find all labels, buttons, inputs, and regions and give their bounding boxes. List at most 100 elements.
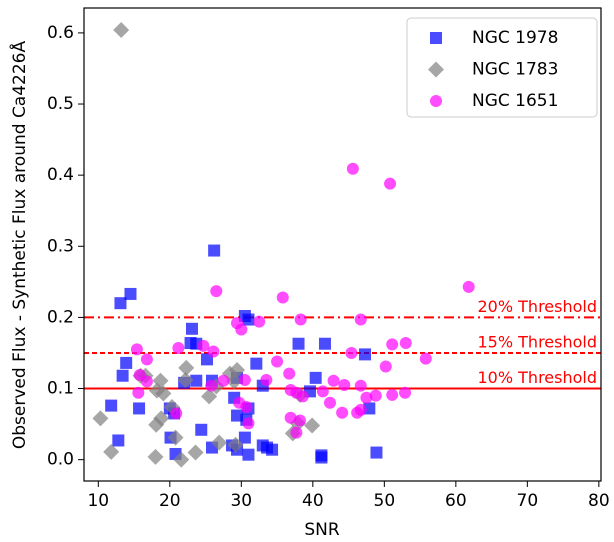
point bbox=[296, 390, 309, 403]
point bbox=[152, 372, 169, 389]
point bbox=[338, 378, 351, 391]
point bbox=[242, 417, 255, 430]
legend-marker bbox=[430, 32, 442, 44]
point bbox=[140, 375, 153, 388]
x-tick-label: 60 bbox=[445, 491, 467, 511]
point bbox=[318, 337, 331, 350]
x-tick-label: 40 bbox=[302, 491, 324, 511]
point bbox=[105, 399, 118, 412]
point bbox=[345, 346, 358, 359]
legend-box bbox=[406, 17, 598, 118]
point bbox=[208, 244, 221, 257]
point bbox=[103, 443, 120, 460]
point bbox=[92, 410, 109, 427]
point bbox=[201, 388, 218, 405]
point bbox=[379, 360, 392, 373]
x-tick-label: 20 bbox=[159, 491, 181, 511]
legend-label: NGC 1978 bbox=[472, 28, 558, 48]
point bbox=[173, 451, 190, 468]
point bbox=[140, 353, 153, 366]
point bbox=[266, 443, 279, 456]
point bbox=[238, 431, 251, 444]
point bbox=[359, 348, 372, 361]
point bbox=[293, 414, 306, 427]
point bbox=[210, 285, 223, 298]
point bbox=[185, 322, 198, 335]
x-tick-label: 10 bbox=[87, 491, 109, 511]
threshold-label: 15% Threshold bbox=[478, 332, 598, 351]
y-axis-label: Observed Flux - Synthetic Flux around Ca… bbox=[8, 41, 30, 450]
point bbox=[229, 362, 246, 379]
x-tick-label: 30 bbox=[230, 491, 252, 511]
point bbox=[292, 337, 305, 350]
point bbox=[370, 446, 383, 459]
point bbox=[178, 359, 195, 376]
point bbox=[399, 386, 412, 399]
point bbox=[133, 402, 146, 415]
y-tick-label: 0.2 bbox=[47, 307, 74, 327]
y-tick-label: 0.5 bbox=[47, 94, 74, 114]
point bbox=[147, 448, 164, 465]
point bbox=[187, 444, 204, 461]
y-tick-label: 0.6 bbox=[47, 23, 74, 43]
y-tick-label: 0.0 bbox=[47, 450, 74, 470]
point bbox=[323, 396, 336, 409]
point bbox=[369, 389, 382, 402]
point bbox=[462, 280, 475, 293]
point bbox=[116, 369, 129, 382]
point bbox=[290, 426, 303, 439]
plot-frame bbox=[83, 7, 602, 482]
point bbox=[155, 385, 172, 402]
point bbox=[114, 297, 127, 310]
point bbox=[124, 287, 137, 300]
point bbox=[336, 406, 349, 419]
point bbox=[315, 451, 328, 464]
threshold-label: 20% Threshold bbox=[478, 297, 598, 316]
point bbox=[227, 436, 244, 453]
point bbox=[384, 177, 397, 190]
point bbox=[113, 22, 130, 39]
legend-marker bbox=[428, 61, 444, 78]
x-tick-label: 80 bbox=[588, 491, 610, 511]
point bbox=[226, 373, 243, 390]
point bbox=[351, 406, 364, 419]
point bbox=[271, 355, 284, 368]
point bbox=[217, 374, 230, 387]
point bbox=[197, 339, 210, 352]
point bbox=[231, 409, 244, 422]
point bbox=[167, 429, 184, 446]
point bbox=[386, 388, 399, 401]
point bbox=[207, 345, 220, 358]
y-tick-label: 0.3 bbox=[47, 236, 74, 256]
point bbox=[242, 313, 255, 326]
point bbox=[195, 423, 208, 436]
point bbox=[276, 291, 289, 304]
point bbox=[205, 379, 218, 392]
point bbox=[172, 341, 185, 354]
point bbox=[419, 352, 432, 365]
legend-marker bbox=[430, 95, 442, 107]
legend-label: NGC 1651 bbox=[472, 91, 558, 111]
point bbox=[360, 391, 373, 404]
point bbox=[132, 386, 145, 399]
point bbox=[130, 343, 143, 356]
point bbox=[211, 434, 228, 451]
point bbox=[240, 401, 253, 414]
point bbox=[153, 410, 170, 427]
x-tick-label: 50 bbox=[374, 491, 396, 511]
point bbox=[235, 323, 248, 336]
point bbox=[260, 373, 273, 386]
x-axis-label: SNR bbox=[304, 520, 340, 540]
point bbox=[294, 313, 307, 326]
point bbox=[112, 434, 125, 447]
point bbox=[309, 371, 322, 384]
legend-label: NGC 1783 bbox=[472, 60, 558, 80]
y-tick-label: 0.1 bbox=[47, 379, 74, 399]
y-tick-label: 0.4 bbox=[47, 165, 74, 185]
point bbox=[316, 385, 329, 398]
point bbox=[283, 367, 296, 380]
point bbox=[346, 162, 359, 175]
point bbox=[177, 371, 194, 388]
point bbox=[120, 356, 133, 369]
